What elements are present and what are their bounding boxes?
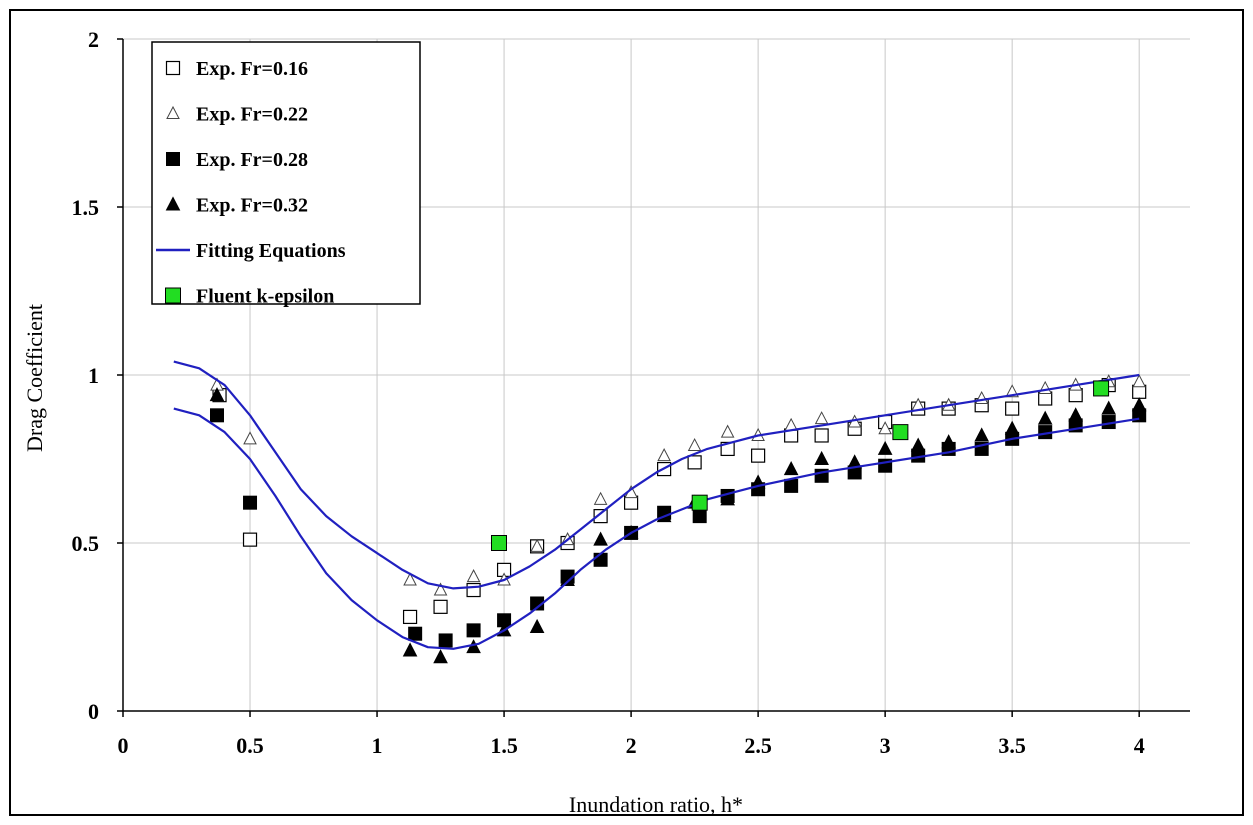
fit-curve <box>173 407 1140 650</box>
data-point <box>402 642 418 657</box>
data-point <box>408 626 423 641</box>
data-point <box>209 408 224 423</box>
data-point <box>593 509 608 524</box>
legend-marker <box>166 152 180 166</box>
data-point <box>209 387 225 402</box>
legend-label: Exp. Fr=0.32 <box>196 195 308 217</box>
data-point <box>433 582 448 596</box>
legend-label: Exp. Fr=0.16 <box>196 58 308 80</box>
tick-labels: 0 0.5 1 1.5 2 2.5 3 3.5 4 0 0.5 1 1.5 2 <box>72 27 1145 758</box>
data-point <box>593 531 608 546</box>
data-point <box>402 609 418 625</box>
x-tick-label: 0 <box>118 733 129 758</box>
axes <box>117 38 1190 717</box>
series-fluent-k-epsilon <box>490 380 1110 551</box>
data-point <box>941 434 956 449</box>
data-point <box>1068 388 1083 403</box>
x-tick-label: 1 <box>372 733 383 758</box>
x-tick-label: 2.5 <box>744 733 772 758</box>
data-point <box>657 448 671 462</box>
data-point <box>466 582 481 598</box>
data-point <box>530 538 544 552</box>
data-point <box>814 411 829 425</box>
legend-marker <box>165 287 181 304</box>
data-point <box>751 448 766 463</box>
data-point <box>242 532 258 547</box>
legend: Exp. Fr=0.16 Exp. Fr=0.22 Exp. Fr=0.28 Exp.… <box>151 41 421 308</box>
x-tick-label: 3 <box>880 733 891 758</box>
legend-marker <box>165 196 181 211</box>
series-exp-fr-0-32 <box>209 387 1147 664</box>
legend-label: Fitting Equations <box>196 240 346 262</box>
x-tick-label: 3.5 <box>998 733 1026 758</box>
data-point <box>438 633 453 648</box>
legend-label: Exp. Fr=0.28 <box>196 149 308 171</box>
data-point <box>687 455 702 470</box>
data-point <box>892 424 909 441</box>
x-axis-title: Inundation ratio, h* <box>569 792 743 817</box>
data-point <box>623 495 639 510</box>
legend-marker <box>165 60 181 76</box>
fit-curve <box>173 360 1140 590</box>
data-point <box>403 572 417 586</box>
data-point <box>1005 401 1020 416</box>
data-point <box>910 437 926 452</box>
data-point <box>466 623 481 638</box>
data-point <box>1037 410 1053 425</box>
data-point <box>814 428 829 443</box>
y-tick-label: 1.5 <box>72 195 100 220</box>
series-fitting-equations <box>173 360 1140 650</box>
data-point <box>974 390 989 405</box>
data-point <box>687 437 702 452</box>
data-point <box>974 427 990 442</box>
data-point <box>1101 400 1117 415</box>
series-exp-fr-0-16 <box>212 377 1147 625</box>
data-point <box>1038 391 1053 406</box>
x-tick-label: 2 <box>626 733 637 758</box>
y-tick-label: 2 <box>88 27 99 52</box>
data-point <box>783 460 799 476</box>
data-point <box>593 552 608 567</box>
y-tick-label: 1 <box>88 363 99 388</box>
data-point <box>1131 397 1147 412</box>
data-point <box>720 491 735 506</box>
data-point <box>593 491 608 505</box>
data-point <box>814 450 829 465</box>
legend-box <box>151 41 421 305</box>
x-tick-label: 0.5 <box>236 733 264 758</box>
data-point <box>433 649 448 664</box>
data-point <box>784 478 799 493</box>
data-point <box>1132 374 1147 388</box>
data-point <box>1093 380 1110 397</box>
data-point <box>1132 384 1147 399</box>
data-point <box>877 440 893 455</box>
data-point <box>720 424 735 438</box>
y-tick-label: 0 <box>88 699 99 724</box>
x-tick-label: 4 <box>1134 733 1145 758</box>
y-axis-title: Drag Coefficient <box>22 304 47 452</box>
legend-label: Exp. Fr=0.22 <box>196 104 308 126</box>
series-exp-fr-0-22 <box>210 374 1147 596</box>
data-point <box>529 618 545 633</box>
data-point <box>691 494 708 511</box>
data-point <box>243 431 257 445</box>
x-tick-label: 1.5 <box>490 733 518 758</box>
y-tick-label: 0.5 <box>72 531 100 556</box>
data-point <box>433 599 448 614</box>
series-layer <box>173 360 1147 664</box>
data-point <box>878 421 892 435</box>
data-point <box>1068 407 1084 422</box>
data-point <box>466 569 481 583</box>
data-point <box>692 509 707 524</box>
data-point <box>243 495 258 510</box>
legend-label: Fluent k-epsilon <box>196 286 334 308</box>
series-exp-fr-0-28 <box>209 408 1147 648</box>
legend-marker <box>166 105 180 119</box>
data-point <box>1004 420 1020 435</box>
data-point <box>490 535 507 551</box>
